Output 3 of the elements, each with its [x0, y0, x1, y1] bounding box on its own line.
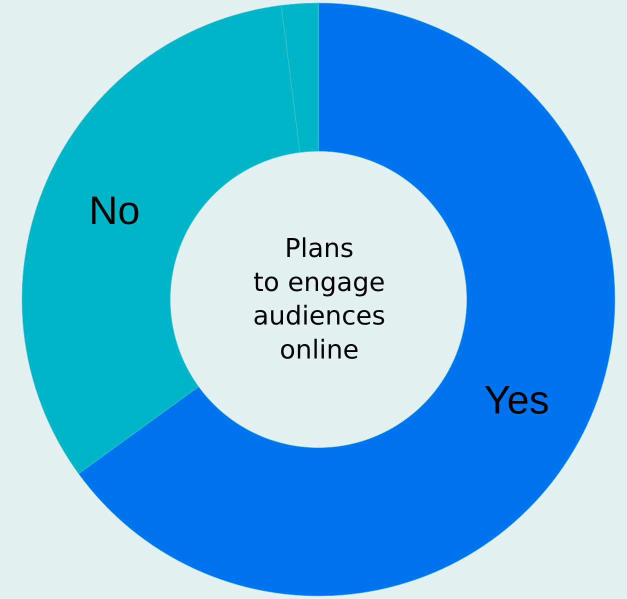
slice-label: Yes	[484, 378, 550, 422]
slice-label: No	[88, 189, 140, 234]
text: Plans to engage audiences online	[253, 234, 386, 366]
